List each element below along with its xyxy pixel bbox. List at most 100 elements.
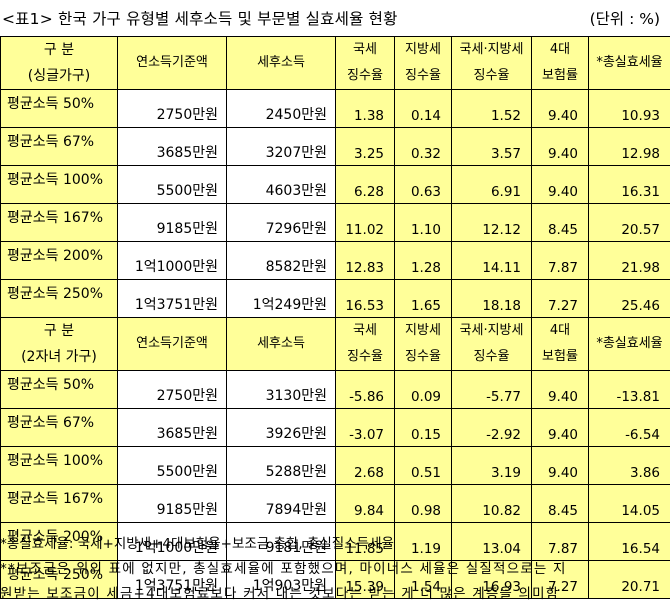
- income-cell: 1억3751만원: [117, 560, 227, 599]
- income-cell: 2750만원: [117, 370, 227, 409]
- footnote-subsidy-1: **보조금은 위의 표에 없지만, 총실효세율에 포함했으며, 마이너스 세율은…: [0, 561, 567, 577]
- col-national-header-line: 국세: [353, 323, 377, 338]
- insurance-rate-cell: 9.40: [531, 127, 589, 166]
- total-rate-cell: 16.31: [588, 165, 670, 204]
- col-local-header-line: 지방세: [405, 323, 441, 338]
- after-tax-cell: 1억903만원: [226, 560, 336, 599]
- col-national-header-line: 징수율: [347, 349, 383, 364]
- title-row: <표1> 한국 가구 유형별 세후소득 및 부문별 실효세율 현황 (단위 : …: [0, 0, 670, 36]
- income-cell: 3685만원: [117, 127, 227, 166]
- insurance-rate-cell: 9.40: [531, 408, 589, 447]
- combined-rate-cell: 3.57: [451, 127, 532, 166]
- national-rate-cell: 6.28: [335, 165, 395, 204]
- combined-rate-cell: 1.52: [451, 89, 532, 128]
- col-insurance-header-line: 4대: [549, 42, 571, 57]
- after-tax-cell: 3207만원: [226, 127, 336, 166]
- income-cell: 1억1000만원: [117, 241, 227, 280]
- combined-rate-cell: -2.92: [451, 408, 532, 447]
- row-label: 평균소득 50%: [0, 89, 118, 128]
- insurance-rate-cell: 9.40: [531, 89, 589, 128]
- combined-rate-cell: 10.82: [451, 484, 532, 523]
- table-row: 평균소득 100% 5500만원 4603만원 6.28 0.63 6.91 9.40 16.…: [0, 165, 670, 204]
- col-combined-header: 국세·지방세 징수율: [451, 36, 532, 90]
- row-label: 평균소득 167%: [0, 484, 118, 523]
- national-rate-cell: 3.25: [335, 127, 395, 166]
- tax-rate-table: 구 분 (싱글가구) 연소득기준액 세후소득 국세 징수율 지방세 징수율 국세·지방세 징수율 4…: [0, 36, 670, 599]
- col-insurance-header-line: 보험률: [542, 349, 578, 364]
- total-rate-cell: -13.81: [588, 370, 670, 409]
- after-tax-cell: 4603만원: [226, 165, 336, 204]
- after-tax-cell: 9181만원: [226, 522, 336, 561]
- local-rate-cell: 1.65: [394, 279, 452, 318]
- local-rate-cell: 0.63: [394, 165, 452, 204]
- insurance-rate-cell: 7.87: [531, 241, 589, 280]
- after-tax-cell: 2450만원: [226, 89, 336, 128]
- col-local-header-line: 징수율: [405, 349, 441, 364]
- table-row: 평균소득 200% 1억1000만원 9181만원 11.85 1.19 13.04 7.8…: [0, 522, 670, 561]
- col-after-tax-header: 세후소득: [226, 36, 336, 90]
- col-combined-header-line: 징수율: [473, 68, 510, 83]
- category-header: 구 분 (2자녀 가구): [0, 317, 118, 371]
- local-rate-cell: 0.98: [394, 484, 452, 523]
- table-body: 구 분 (싱글가구) 연소득기준액 세후소득 국세 징수율 지방세 징수율 국세·지방세 징수율 4…: [0, 36, 670, 599]
- total-rate-cell: 20.71: [588, 560, 670, 599]
- income-cell: 9185만원: [117, 484, 227, 523]
- col-after-tax-header: 세후소득: [226, 317, 336, 371]
- col-local-header-line: 지방세: [405, 42, 441, 57]
- after-tax-cell: 1억249만원: [226, 279, 336, 318]
- combined-rate-cell: 12.12: [451, 203, 532, 242]
- row-label: 평균소득 50%: [0, 370, 118, 409]
- table-row: 평균소득 250% 1억3751만원 1억249만원 16.53 1.65 18.18 7.…: [0, 279, 670, 318]
- total-rate-cell: 10.93: [588, 89, 670, 128]
- row-label: 평균소득 200%: [0, 241, 118, 280]
- table-row: 평균소득 100% 5500만원 5288만원 2.68 0.51 3.19 9.40 3.8…: [0, 446, 670, 485]
- row-label: 평균소득 167%: [0, 203, 118, 242]
- total-rate-cell: 25.46: [588, 279, 670, 318]
- table-row: 평균소득 167% 9185만원 7894만원 9.84 0.98 10.82 8.45 14…: [0, 484, 670, 523]
- income-cell: 1억1000만원: [117, 522, 227, 561]
- income-cell: 5500만원: [117, 165, 227, 204]
- category-header-line: 구 분: [43, 323, 75, 339]
- national-rate-cell: 16.53: [335, 279, 395, 318]
- income-cell: 2750만원: [117, 89, 227, 128]
- total-rate-cell: 20.57: [588, 203, 670, 242]
- local-rate-cell: 0.32: [394, 127, 452, 166]
- local-rate-cell: 0.51: [394, 446, 452, 485]
- col-local-header-line: 징수율: [405, 68, 441, 83]
- insurance-rate-cell: 9.40: [531, 370, 589, 409]
- category-header-line: 구 분: [43, 42, 75, 58]
- after-tax-cell: 7296만원: [226, 203, 336, 242]
- national-rate-cell: 1.38: [335, 89, 395, 128]
- after-tax-cell: 3130만원: [226, 370, 336, 409]
- total-rate-cell: 3.86: [588, 446, 670, 485]
- col-insurance-header-line: 4대: [549, 323, 571, 338]
- footnote-subsidy-2: 원받는 보조금이 세금+4대보험료보다 커서 내는 것보다는 받는 게 더 많은…: [0, 586, 560, 602]
- row-label: 평균소득 100%: [0, 446, 118, 485]
- category-header-line: (싱글가구): [27, 68, 91, 84]
- local-rate-cell: 1.10: [394, 203, 452, 242]
- footnote-total-rate: *총실효세율: 국세+지방세+4대보험율+보조금 총합, 총실질소득세율: [0, 536, 394, 552]
- row-label: 평균소득 100%: [0, 165, 118, 204]
- table-row: 평균소득 67% 3685만원 3207만원 3.25 0.32 3.57 9.40 12.9…: [0, 127, 670, 166]
- after-tax-cell: 5288만원: [226, 446, 336, 485]
- category-header: 구 분 (싱글가구): [0, 36, 118, 90]
- total-rate-cell: 16.54: [588, 522, 670, 561]
- income-cell: 1억3751만원: [117, 279, 227, 318]
- combined-rate-cell: 3.19: [451, 446, 532, 485]
- row-label: 평균소득 250%: [0, 279, 118, 318]
- total-rate-cell: 14.05: [588, 484, 670, 523]
- combined-rate-cell: 18.18: [451, 279, 532, 318]
- total-rate-cell: 21.98: [588, 241, 670, 280]
- local-rate-cell: 1.19: [394, 522, 452, 561]
- after-tax-cell: 7894만원: [226, 484, 336, 523]
- combined-rate-cell: 16.93: [451, 560, 532, 599]
- row-label: 평균소득 200%: [0, 522, 118, 561]
- table-row: 평균소득 50% 2750만원 2450만원 1.38 0.14 1.52 9.40 10.9…: [0, 89, 670, 128]
- row-label: 평균소득 67%: [0, 408, 118, 447]
- national-rate-cell: 15.39: [335, 560, 395, 599]
- total-rate-cell: -6.54: [588, 408, 670, 447]
- national-rate-cell: -5.86: [335, 370, 395, 409]
- col-total-header: *총실효세율: [588, 36, 670, 90]
